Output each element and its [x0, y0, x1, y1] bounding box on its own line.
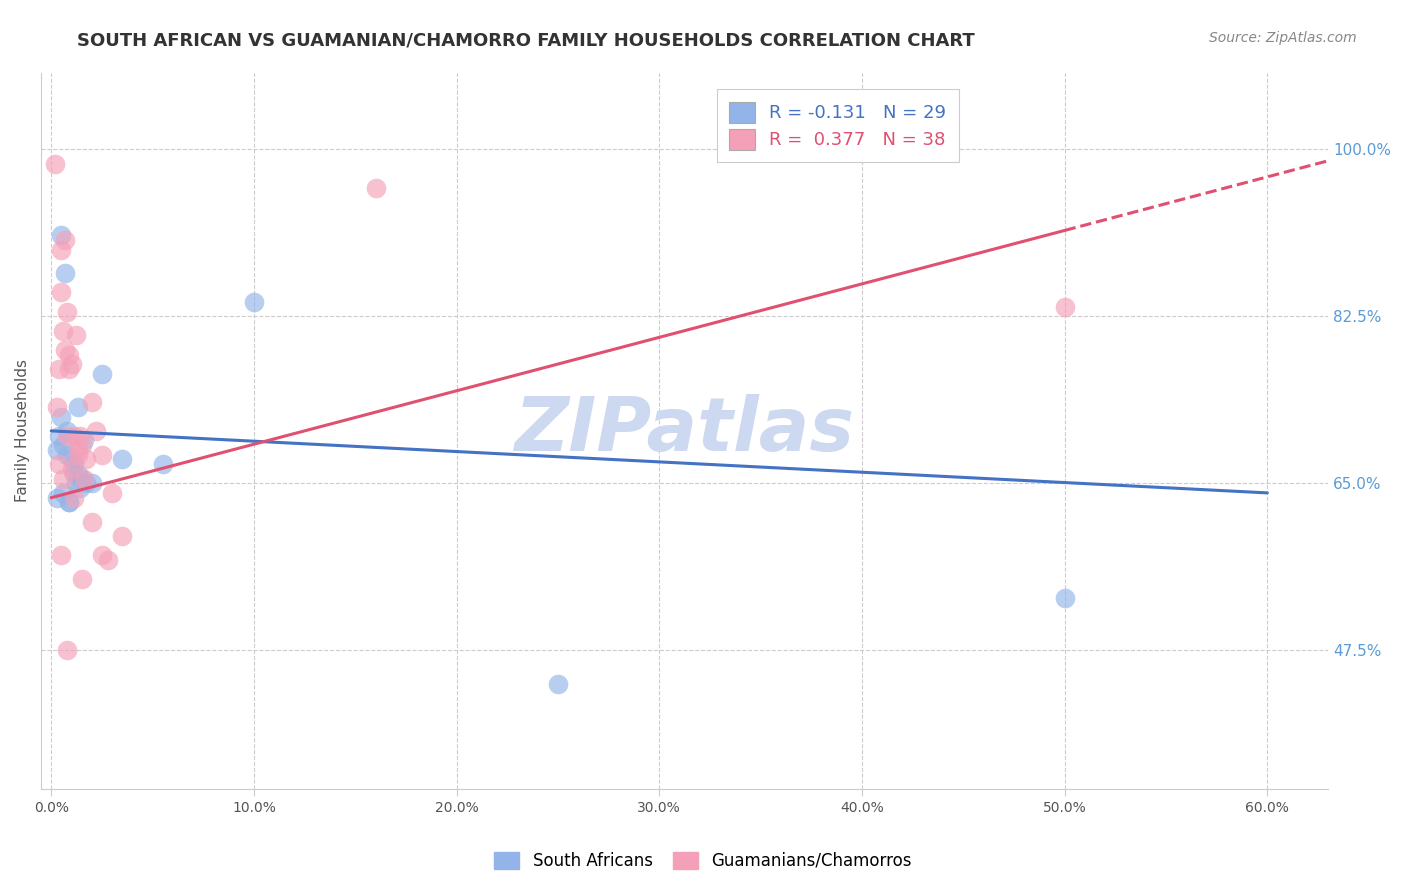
Point: [46, 491, 69, 505]
Point: [1053, 300, 1076, 314]
Point: [97, 552, 120, 566]
Point: [48, 457, 70, 471]
Point: [51, 285, 73, 300]
Point: [56, 428, 79, 442]
Point: [69, 481, 91, 495]
Point: [80, 476, 103, 491]
Point: [62, 457, 84, 471]
Point: [58, 361, 80, 376]
Point: [90, 448, 112, 462]
Point: [60, 462, 83, 476]
Point: [52, 472, 75, 486]
Text: ZIPatlas: ZIPatlas: [515, 394, 855, 467]
Point: [66, 400, 89, 414]
Point: [56, 448, 79, 462]
Point: [70, 472, 93, 486]
Point: [48, 361, 70, 376]
Point: [90, 367, 112, 381]
Point: [52, 486, 75, 500]
Point: [66, 442, 89, 457]
Point: [46, 442, 69, 457]
Legend: South Africans, Guamanians/Chamorros: South Africans, Guamanians/Chamorros: [488, 845, 918, 877]
Point: [60, 452, 83, 467]
Point: [111, 452, 134, 467]
Point: [547, 677, 569, 691]
Text: SOUTH AFRICAN VS GUAMANIAN/CHAMORRO FAMILY HOUSEHOLDS CORRELATION CHART: SOUTH AFRICAN VS GUAMANIAN/CHAMORRO FAMI…: [77, 31, 976, 49]
Legend: R = -0.131   N = 29, R =  0.377   N = 38: R = -0.131 N = 29, R = 0.377 N = 38: [717, 89, 959, 162]
Point: [66, 467, 89, 481]
Point: [58, 495, 80, 509]
Point: [65, 476, 87, 491]
Point: [51, 409, 73, 424]
Point: [62, 491, 84, 505]
Point: [111, 529, 134, 543]
Point: [84, 424, 107, 438]
Point: [48, 428, 70, 442]
Point: [55, 343, 77, 357]
Point: [65, 328, 87, 343]
Point: [51, 243, 73, 257]
Point: [80, 515, 103, 529]
Point: [364, 180, 387, 194]
Point: [62, 428, 84, 442]
Point: [243, 295, 266, 310]
Point: [70, 438, 93, 452]
Point: [56, 304, 79, 318]
Point: [56, 424, 79, 438]
Point: [73, 434, 96, 448]
Point: [73, 472, 96, 486]
Point: [69, 428, 91, 442]
Point: [66, 448, 89, 462]
Point: [62, 467, 84, 481]
Point: [46, 400, 69, 414]
Y-axis label: Family Households: Family Households: [15, 359, 30, 502]
Point: [51, 228, 73, 243]
Point: [152, 457, 174, 471]
Point: [55, 266, 77, 280]
Point: [52, 324, 75, 338]
Point: [56, 643, 79, 657]
Point: [90, 548, 112, 562]
Point: [80, 395, 103, 409]
Point: [70, 572, 93, 586]
Text: Source: ZipAtlas.com: Source: ZipAtlas.com: [1209, 31, 1357, 45]
Point: [55, 233, 77, 247]
Point: [75, 452, 97, 467]
Point: [101, 486, 124, 500]
Point: [58, 495, 80, 509]
Point: [60, 357, 83, 371]
Point: [52, 438, 75, 452]
Point: [1053, 591, 1076, 605]
Point: [58, 347, 80, 361]
Point: [51, 548, 73, 562]
Point: [44, 156, 66, 170]
Point: [75, 476, 97, 491]
